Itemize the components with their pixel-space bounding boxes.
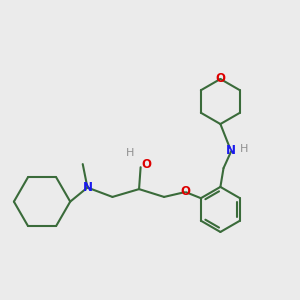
- Text: O: O: [180, 185, 190, 198]
- Text: H: H: [240, 144, 249, 154]
- Text: N: N: [226, 144, 236, 158]
- Text: H: H: [125, 148, 134, 158]
- Text: N: N: [82, 181, 92, 194]
- Text: O: O: [215, 73, 225, 85]
- Text: O: O: [141, 158, 151, 171]
